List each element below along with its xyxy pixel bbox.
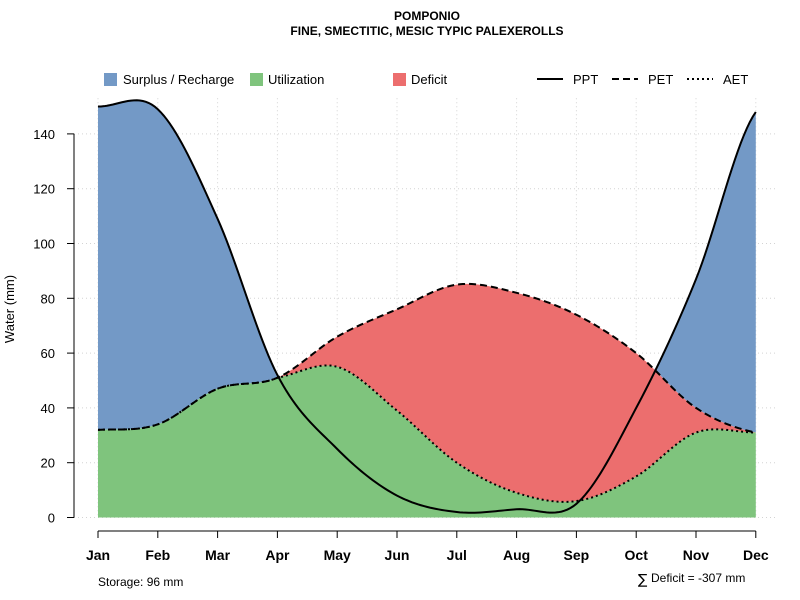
y-tick-label: 100 <box>33 237 55 252</box>
x-tick-label-mar: Mar <box>205 547 230 563</box>
legend-swatch-deficit <box>393 73 406 86</box>
y-tick-label: 40 <box>41 401 55 416</box>
storage-annotation: Storage: 96 mm <box>98 575 183 589</box>
legend-label-utilization: Utilization <box>268 72 324 87</box>
y-tick-label: 60 <box>41 346 55 361</box>
deficit-annotation: Deficit = -307 mm <box>651 571 745 585</box>
legend: Surplus / Recharge Utilization Deficit P… <box>104 72 748 87</box>
x-tick-label-jan: Jan <box>86 547 110 563</box>
y-tick-label: 0 <box>48 511 55 526</box>
y-tick-label: 20 <box>41 456 55 471</box>
legend-label-pet: PET <box>648 72 673 87</box>
legend-label-ppt: PPT <box>573 72 598 87</box>
legend-label-aet: AET <box>723 72 748 87</box>
series-lines <box>97 99 757 514</box>
deficit-area <box>98 283 756 502</box>
series-line-pet <box>97 282 757 434</box>
area-fills <box>98 100 756 518</box>
utilization-area <box>98 365 756 518</box>
surplus-area <box>98 100 756 433</box>
x-tick-label-nov: Nov <box>683 547 710 563</box>
legend-label-surplus: Surplus / Recharge <box>123 72 234 87</box>
chart-subtitle: FINE, SMECTITIC, MESIC TYPIC PALEXEROLLS <box>290 24 563 38</box>
y-tick-label: 140 <box>33 127 55 142</box>
x-tick-label-dec: Dec <box>743 547 769 563</box>
x-tick-label-may: May <box>324 547 351 563</box>
legend-swatch-utilization <box>250 73 263 86</box>
chart-title: POMPONIO <box>394 9 460 23</box>
series-line-ppt <box>97 99 757 514</box>
y-tick-label: 80 <box>41 291 55 306</box>
x-tick-label-oct: Oct <box>625 547 649 563</box>
sum-symbol-icon: ∑ <box>638 572 648 588</box>
x-tick-label-apr: Apr <box>265 547 290 563</box>
x-tick-label-aug: Aug <box>503 547 530 563</box>
y-tick-label: 120 <box>33 182 55 197</box>
x-tick-label-jul: Jul <box>447 547 467 563</box>
legend-label-deficit: Deficit <box>411 72 448 87</box>
x-tick-label-feb: Feb <box>145 547 170 563</box>
x-tick-label-sep: Sep <box>564 547 590 563</box>
x-tick-label-jun: Jun <box>385 547 410 563</box>
axes: 0 20 40 60 80 100 120 140 Jan Feb Mar Apr May Jun Jul A… <box>33 127 769 563</box>
legend-swatch-surplus <box>104 73 117 86</box>
y-axis-label: Water (mm) <box>2 275 17 343</box>
